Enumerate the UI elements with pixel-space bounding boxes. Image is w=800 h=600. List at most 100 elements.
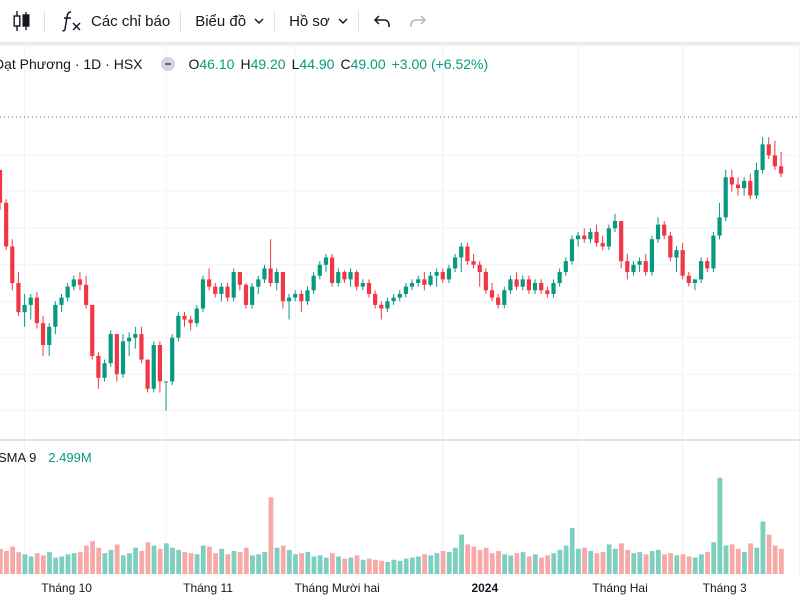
hide-series-icon[interactable]: [160, 57, 175, 71]
candle-body: [409, 283, 415, 287]
candle-body: [268, 268, 273, 283]
volume-bar: [557, 549, 563, 574]
chart-type-dropdown[interactable]: Biểu đồ: [181, 0, 274, 42]
volume-bar: [90, 541, 95, 574]
volume-bar: [157, 548, 163, 574]
candle-body: [754, 169, 759, 196]
volume-bar: [539, 557, 544, 574]
candle-body: [557, 272, 562, 283]
volume-bar: [225, 554, 231, 574]
candle-body: [692, 279, 698, 283]
volume-bar: [360, 559, 366, 574]
candle-body: [256, 279, 261, 287]
candle-body: [637, 261, 642, 265]
volume-bar: [594, 553, 600, 574]
candle-body: [114, 334, 119, 375]
undo-button[interactable]: [359, 0, 401, 42]
volume-bar: [576, 548, 581, 574]
candle-body: [84, 284, 89, 305]
candle-body: [434, 272, 439, 276]
candle-body: [22, 304, 27, 313]
symbol-title[interactable]: Đạt Phương · 1D · HSX: [0, 56, 143, 72]
candle-body: [582, 235, 587, 240]
candle-body: [385, 301, 390, 309]
volume-bar: [686, 556, 692, 574]
volume-bar: [459, 534, 464, 574]
volume-bar: [182, 552, 188, 574]
high-value: 49.20: [250, 56, 286, 72]
volume-sma-label[interactable]: SMA 9: [0, 450, 37, 465]
candlestick-chart-type-button[interactable]: [0, 0, 44, 42]
time-axis: Tháng 10 Tháng 11 Tháng Mười hai 2024 Tháng …: [41, 581, 747, 595]
volume-bar: [200, 545, 206, 574]
candle-body: [551, 283, 556, 294]
volume-bar: [188, 553, 194, 574]
candle-body: [428, 275, 433, 285]
redo-button[interactable]: [401, 0, 437, 42]
candle-body: [674, 250, 679, 258]
candle-body: [354, 272, 359, 287]
volume-bar: [286, 549, 292, 574]
volume-bar: [133, 547, 138, 574]
candle-body: [200, 279, 206, 309]
chart-type-label: Biểu đồ: [195, 12, 247, 30]
undo-icon: [373, 15, 390, 27]
candle-body: [532, 283, 538, 291]
volume-bar: [231, 551, 237, 574]
time-axis-label: 2024: [471, 581, 498, 595]
profile-dropdown[interactable]: Hồ sơ: [275, 0, 358, 42]
candle-body: [311, 275, 316, 291]
candle-body: [157, 345, 162, 382]
candle-body: [545, 290, 550, 294]
volume-bar: [366, 558, 372, 574]
volume-bar: [127, 553, 132, 574]
indicators-button[interactable]: Các chỉ báo: [45, 0, 180, 42]
candle-body: [576, 235, 581, 240]
candle-body: [182, 315, 187, 320]
volume-bar: [53, 557, 59, 574]
candle-body: [446, 268, 452, 280]
volume-legend: SMA 9 2.499M: [0, 450, 92, 465]
candle-body: [262, 268, 267, 280]
candle-body: [133, 334, 138, 338]
candle-body: [606, 228, 611, 247]
candle-body: [231, 272, 236, 298]
volume-bar: [680, 554, 686, 574]
volume-bar: [711, 542, 717, 574]
volume-bar: [754, 547, 760, 574]
price-volume-chart[interactable]: Tháng 10 Tháng 11 Tháng Mười hai 2024 Tháng …: [0, 46, 800, 600]
volume-bar: [120, 555, 126, 574]
candle-body: [496, 297, 501, 305]
candle-body: [16, 283, 21, 313]
volume-bar: [655, 549, 661, 574]
volume-bar: [237, 552, 243, 574]
candle-body: [440, 272, 445, 280]
candle-body: [649, 239, 654, 273]
volume-bar: [508, 555, 514, 574]
volume-bars: [0, 477, 784, 574]
volume-bar: [662, 554, 667, 574]
candle-body: [723, 177, 728, 218]
volume-bar: [471, 546, 477, 574]
volume-bar: [606, 544, 612, 574]
volume-bar: [274, 547, 280, 574]
volume-bar: [16, 552, 22, 574]
volume-bar: [28, 556, 34, 574]
candle-body: [102, 363, 107, 378]
volume-bar: [84, 545, 89, 574]
volume-bar: [612, 548, 618, 574]
volume-bar: [631, 553, 637, 574]
volume-bar: [649, 551, 655, 574]
candle-body: [4, 202, 9, 247]
volume-bar: [385, 561, 391, 574]
candle-body: [655, 224, 661, 240]
candle-body: [594, 231, 599, 243]
volume-bar: [65, 554, 71, 574]
volume-bar: [735, 548, 741, 574]
volume-bar: [354, 555, 360, 574]
candle-body: [373, 293, 378, 305]
candle-body: [625, 261, 630, 273]
candle-body: [90, 304, 95, 356]
low-label: L: [291, 56, 300, 72]
candle-body: [662, 224, 667, 236]
